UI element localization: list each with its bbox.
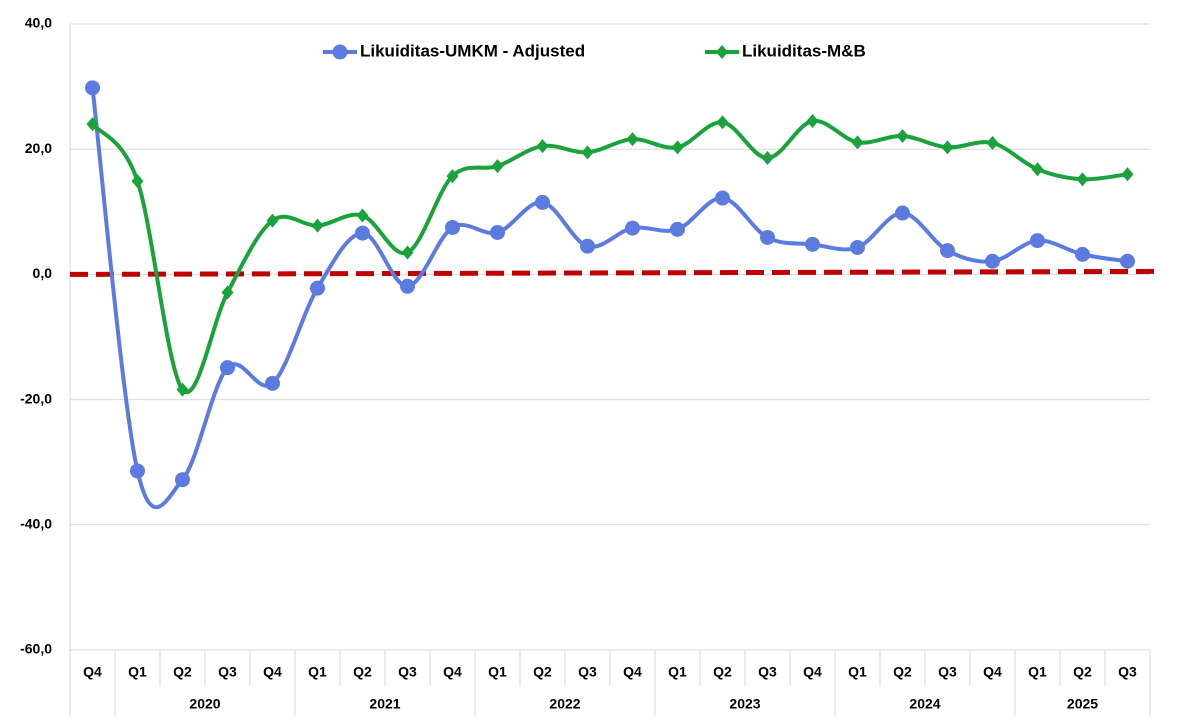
marker: [761, 150, 774, 165]
marker: [940, 243, 955, 259]
marker: [1030, 233, 1045, 249]
marker: [445, 219, 460, 235]
marker: [446, 169, 459, 184]
x-tick-label: Q3: [578, 664, 597, 680]
x-tick-label: Q4: [263, 664, 282, 680]
y-tick-label: -40,0: [20, 516, 52, 532]
marker: [266, 213, 279, 228]
x-tick-label: Q2: [893, 664, 912, 680]
marker: [401, 245, 414, 260]
marker: [715, 190, 730, 206]
x-tick-label: Q1: [848, 664, 867, 680]
marker: [221, 285, 234, 300]
x-group-label: 2020: [189, 696, 220, 712]
x-group-label: 2022: [549, 696, 580, 712]
marker: [175, 472, 190, 488]
x-tick-label: Q3: [938, 664, 957, 680]
marker: [535, 194, 550, 210]
x-tick-label: Q2: [1073, 664, 1092, 680]
y-tick-label: 20,0: [25, 140, 52, 156]
x-tick-label: Q2: [353, 664, 372, 680]
marker: [86, 117, 99, 132]
marker: [355, 225, 370, 241]
marker: [716, 45, 728, 59]
y-tick-label: -60,0: [20, 641, 52, 657]
marker: [760, 229, 775, 245]
x-group-label: 2025: [1067, 696, 1098, 712]
marker: [536, 139, 549, 154]
x-tick-label: Q3: [758, 664, 777, 680]
x-tick-label: Q2: [173, 664, 192, 680]
marker: [671, 140, 684, 155]
marker: [850, 239, 865, 255]
marker: [896, 129, 909, 144]
x-tick-label: Q4: [623, 664, 642, 680]
marker: [130, 463, 145, 479]
marker: [1075, 246, 1090, 262]
x-tick-label: Q2: [713, 664, 732, 680]
marker: [625, 220, 640, 236]
marker: [895, 205, 910, 221]
x-tick-label: Q4: [803, 664, 822, 680]
y-tick-label: -20,0: [20, 390, 52, 406]
marker: [491, 159, 504, 174]
marker: [85, 80, 100, 96]
marker: [985, 253, 1000, 269]
marker: [1031, 162, 1044, 177]
marker: [1076, 172, 1089, 187]
marker: [332, 44, 348, 60]
x-tick-label: Q4: [83, 664, 102, 680]
x-tick-label: Q1: [1028, 664, 1047, 680]
legend-label: Likuiditas-M&B: [742, 41, 866, 60]
marker: [670, 221, 685, 237]
x-tick-label: Q1: [308, 664, 327, 680]
y-tick-label: 40,0: [25, 15, 52, 31]
x-tick-label: Q3: [398, 664, 417, 680]
marker: [265, 375, 280, 391]
marker: [1121, 167, 1134, 182]
marker: [580, 238, 595, 254]
x-tick-label: Q1: [488, 664, 507, 680]
x-group-label: 2021: [369, 696, 400, 712]
marker: [176, 382, 189, 397]
line: [90, 119, 1128, 395]
x-tick-label: Q3: [1118, 664, 1137, 680]
marker: [716, 115, 729, 130]
marker: [220, 360, 235, 376]
marker: [356, 208, 369, 223]
y-tick-label: 0,0: [33, 265, 53, 281]
x-group-label: 2024: [909, 696, 940, 712]
legend-label: Likuiditas-UMKM - Adjusted: [360, 41, 585, 60]
marker: [400, 278, 415, 294]
marker: [581, 145, 594, 160]
marker: [851, 135, 864, 150]
marker: [310, 280, 325, 296]
marker: [311, 218, 324, 233]
marker: [131, 174, 144, 189]
x-tick-label: Q2: [533, 664, 552, 680]
line: [90, 87, 1128, 510]
x-tick-label: Q1: [668, 664, 687, 680]
marker: [626, 132, 639, 147]
marker: [806, 114, 819, 129]
x-group-label: 2023: [729, 696, 760, 712]
x-tick-label: Q3: [218, 664, 237, 680]
marker: [986, 135, 999, 150]
marker: [1120, 253, 1135, 269]
marker: [941, 140, 954, 155]
marker: [805, 236, 820, 252]
x-tick-label: Q4: [443, 664, 462, 680]
x-tick-label: Q4: [983, 664, 1002, 680]
marker: [490, 224, 505, 240]
x-tick-label: Q1: [128, 664, 147, 680]
